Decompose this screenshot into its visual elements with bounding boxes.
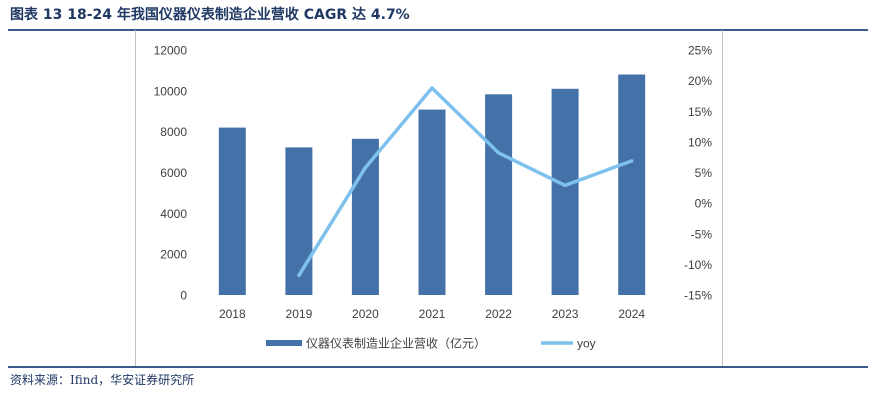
x-axis-tick-label: 2022 — [485, 307, 512, 321]
legend-bar-swatch — [266, 340, 302, 346]
bar-2018 — [218, 127, 246, 295]
x-axis-tick-label: 2020 — [352, 307, 379, 321]
yoy-line-group — [297, 86, 634, 278]
bottom-rule — [8, 366, 868, 368]
left-axis-tick-label: 10000 — [154, 84, 188, 98]
bar-2020 — [351, 138, 379, 295]
legend-bar-label: 仪器仪表制造业企业营收（亿元） — [306, 336, 486, 351]
x-axis-tick-label: 2024 — [618, 307, 645, 321]
frame-left-border — [135, 30, 136, 366]
bar-2021 — [418, 109, 446, 295]
x-axis-tick-label: 2023 — [552, 307, 579, 321]
right-axis-tick-label: -15% — [684, 289, 712, 303]
x-axis-tick-label: 2018 — [219, 307, 246, 321]
bar-2022 — [485, 94, 513, 295]
left-axis-tick-label: 6000 — [160, 166, 187, 180]
right-axis-tick-label: 20% — [688, 74, 712, 88]
right-axis-tick-label: -10% — [684, 258, 712, 272]
legend-line-label: yoy — [577, 337, 596, 351]
bar-2023 — [551, 88, 579, 295]
right-axis-tick-label: 15% — [688, 105, 712, 119]
right-axis-tick-label: 10% — [688, 135, 712, 149]
x-axis-tick-label: 2021 — [419, 307, 446, 321]
left-axis-tick-label: 0 — [180, 289, 187, 303]
bar-2024 — [618, 74, 646, 295]
legend: 仪器仪表制造业企业营收（亿元） yoy — [266, 336, 596, 351]
right-axis-ticks: -15% -10% -5% 0% 5% 10% 15% 20% 25% — [684, 44, 712, 303]
figure-title: 图表 13 18-24 年我国仪器仪表制造企业营收 CAGR 达 4.7% — [10, 7, 410, 23]
frame-right-border — [722, 30, 723, 366]
right-axis-tick-label: 0% — [695, 197, 713, 211]
top-rule — [8, 29, 868, 31]
right-axis-tick-label: -5% — [691, 227, 713, 241]
left-axis-tick-label: 8000 — [160, 125, 187, 139]
x-axis-ticks: 2018 2019 2020 2021 2022 2023 2024 — [219, 307, 645, 321]
source-note: 资料来源：Ifind，华安证券研究所 — [10, 373, 195, 387]
bar-2019 — [285, 147, 313, 295]
left-axis-tick-label: 2000 — [160, 248, 187, 262]
x-axis-tick-label: 2019 — [286, 307, 313, 321]
left-axis-tick-label: 12000 — [154, 44, 188, 58]
right-axis-tick-label: 5% — [695, 166, 713, 180]
right-axis-tick-label: 25% — [688, 44, 712, 58]
yoy-line — [297, 86, 634, 278]
left-axis-ticks: 0 2000 4000 6000 8000 10000 12000 — [154, 44, 188, 303]
bar-group — [218, 74, 646, 295]
left-axis-tick-label: 4000 — [160, 207, 187, 221]
